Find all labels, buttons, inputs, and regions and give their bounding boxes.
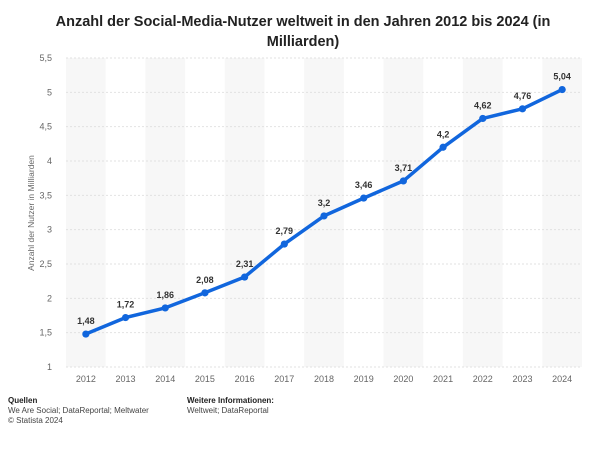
data-point xyxy=(518,105,527,113)
data-point xyxy=(558,85,566,94)
y-tick-label: 5,5 xyxy=(39,53,52,63)
y-axis-label: Anzahl der Nutzer in Milliarden xyxy=(26,155,36,271)
data-label: 5,04 xyxy=(553,72,571,82)
y-tick-label: 3 xyxy=(47,225,52,235)
column-band xyxy=(66,58,106,367)
y-tick-label: 2,5 xyxy=(39,259,52,269)
chart-title-line-2: Milliarden) xyxy=(267,34,340,50)
x-tick-label: 2016 xyxy=(235,374,255,384)
sources-text: We Are Social; DataReportal; Meltwater xyxy=(8,406,149,415)
data-point xyxy=(280,240,288,248)
x-tick-label: 2018 xyxy=(314,374,334,384)
x-tick-label: 2022 xyxy=(473,374,493,384)
data-point xyxy=(399,177,407,185)
footer-sources: Quellen We Are Social; DataReportal; Mel… xyxy=(8,396,149,426)
footer-more-info: Weitere Informationen: Weltweit; DataRep… xyxy=(187,396,274,416)
data-label: 4,2 xyxy=(437,129,450,139)
data-label: 1,72 xyxy=(117,300,135,310)
x-tick-label: 2014 xyxy=(155,374,175,384)
data-label: 1,48 xyxy=(77,316,95,326)
data-label: 2,31 xyxy=(236,259,254,269)
y-tick-label: 4,5 xyxy=(39,122,52,132)
data-label: 3,46 xyxy=(355,180,373,190)
x-tick-label: 2023 xyxy=(512,374,532,384)
data-point xyxy=(241,273,249,281)
column-bands xyxy=(66,58,582,367)
column-band xyxy=(542,58,582,367)
data-point xyxy=(201,289,209,297)
column-band xyxy=(224,58,265,367)
x-tick-label: 2012 xyxy=(76,374,96,384)
data-label: 2,08 xyxy=(196,275,214,285)
y-tick-label: 4 xyxy=(47,156,52,166)
x-tick-label: 2017 xyxy=(274,374,294,384)
data-point xyxy=(320,212,328,220)
data-point xyxy=(360,194,368,202)
x-axis-ticks: 2012 2013 2014 2015 2016 2017 2018 2019 2020 2021… xyxy=(76,374,572,384)
sources-heading: Quellen xyxy=(8,396,38,405)
data-points xyxy=(82,85,566,338)
data-label: 3,2 xyxy=(318,198,331,208)
data-label: 2,79 xyxy=(276,226,294,236)
data-labels: 1,48 1,72 1,86 2,08 2,31 2,79 3,2 3,46 3,71 4,2 4,… xyxy=(77,72,571,326)
x-tick-label: 2024 xyxy=(552,374,572,384)
data-label: 1,86 xyxy=(156,290,174,300)
x-tick-label: 2020 xyxy=(393,374,413,384)
y-tick-label: 1 xyxy=(47,362,52,372)
column-band xyxy=(145,58,186,367)
column-band xyxy=(383,58,424,367)
data-point xyxy=(82,330,90,338)
grid-lines xyxy=(66,57,582,368)
data-point xyxy=(479,114,487,123)
x-tick-label: 2013 xyxy=(116,374,136,384)
data-label: 4,62 xyxy=(474,100,492,110)
data-label: 4,76 xyxy=(514,91,532,101)
data-point xyxy=(161,304,169,312)
x-tick-label: 2015 xyxy=(195,374,215,384)
y-tick-label: 2 xyxy=(47,293,52,303)
data-point xyxy=(121,313,130,322)
data-label: 3,71 xyxy=(395,163,413,173)
y-tick-label: 1,5 xyxy=(39,328,52,338)
x-tick-label: 2021 xyxy=(433,374,453,384)
data-point xyxy=(439,143,447,151)
y-tick-label: 5 xyxy=(47,87,52,97)
y-axis-ticks: 1 1,5 2 2,5 3 3,5 4 4,5 5 5,5 xyxy=(39,53,52,372)
more-info-heading: Weitere Informationen: xyxy=(187,396,274,405)
x-tick-label: 2019 xyxy=(354,374,374,384)
chart-title-line-1: Anzahl der Social-Media-Nutzer weltweit … xyxy=(56,14,551,30)
column-band xyxy=(462,58,503,367)
more-info-text: Weltweit; DataReportal xyxy=(187,406,269,415)
copyright-text: © Statista 2024 xyxy=(8,416,63,425)
y-tick-label: 3,5 xyxy=(39,190,52,200)
